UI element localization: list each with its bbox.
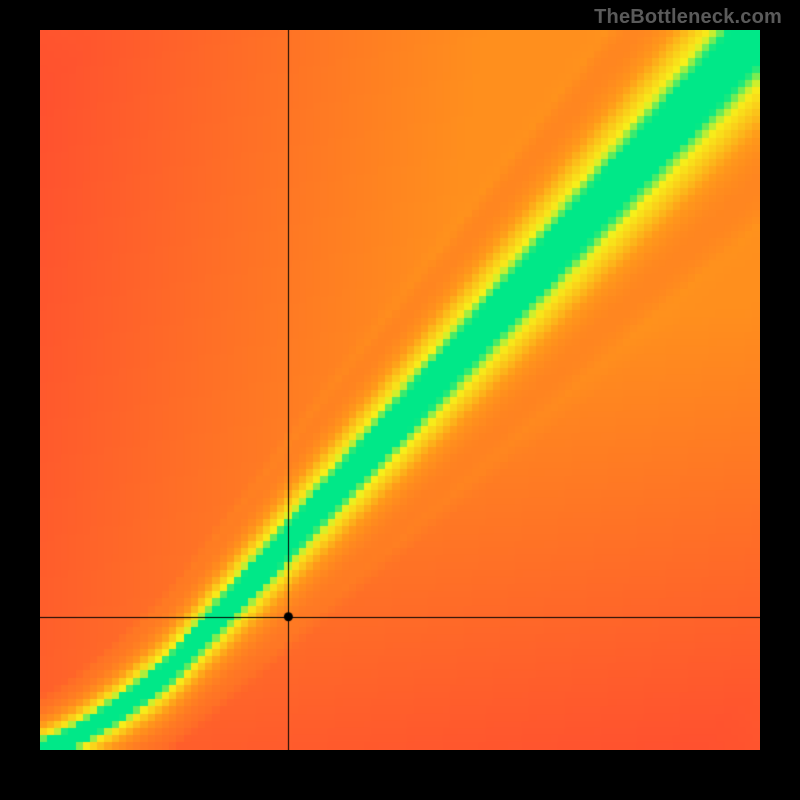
chart-container: TheBottleneck.com: [0, 0, 800, 800]
bottleneck-heatmap: [40, 30, 760, 750]
watermark-text: TheBottleneck.com: [594, 6, 782, 29]
